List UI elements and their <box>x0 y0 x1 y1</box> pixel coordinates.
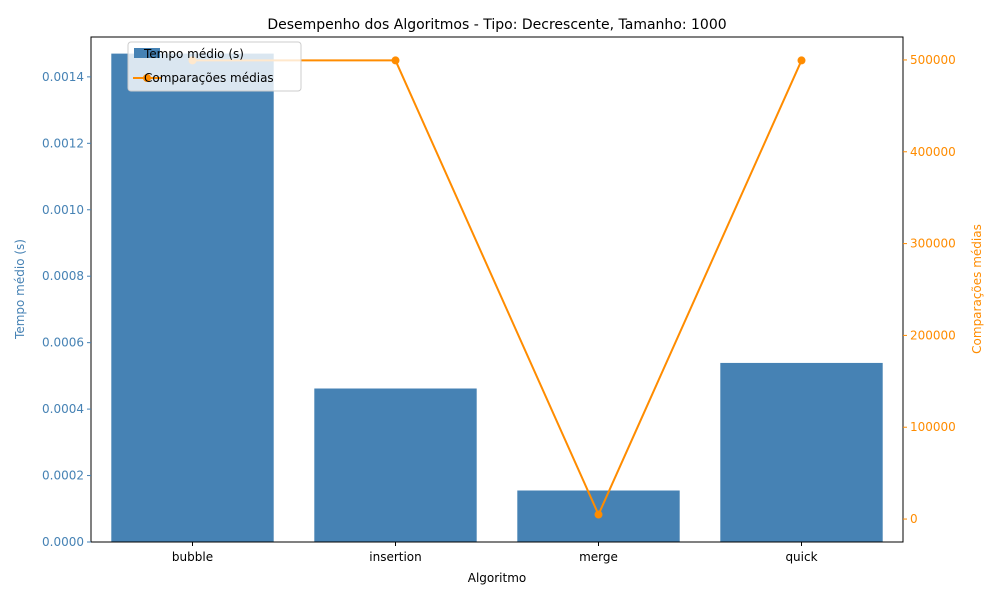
bar-insertion <box>314 388 477 542</box>
legend-box <box>127 41 302 92</box>
bar-quick <box>720 362 883 542</box>
comparisons-point-insertion <box>391 56 400 65</box>
comparisons-point-merge <box>594 510 603 519</box>
x-tick-label-quick: quick <box>785 550 817 564</box>
plot-area <box>111 53 883 542</box>
plot-frame <box>90 36 904 543</box>
right-tick-label: 500000 <box>910 53 956 67</box>
x-tick-label-merge: merge <box>579 550 618 564</box>
left-tick-label: 0.0010 <box>42 203 84 217</box>
left-axis-label: Tempo médio (s) <box>13 239 27 340</box>
legend-line-marker <box>143 74 151 82</box>
legend: Tempo médio (s) Comparações médias <box>127 41 302 92</box>
left-tick-label: 0.0004 <box>42 402 84 416</box>
chart-title: Desempenho dos Algoritmos - Tipo: Decres… <box>267 17 726 33</box>
bar-bubble <box>111 53 274 542</box>
x-tick-label-insertion: insertion <box>369 550 422 564</box>
right-tick-label: 0 <box>910 512 918 526</box>
legend-bar-label: Tempo médio (s) <box>143 47 244 61</box>
left-tick-label: 0.0002 <box>42 469 84 483</box>
right-tick-label: 200000 <box>910 328 956 342</box>
left-tick-label: 0.0014 <box>42 70 84 84</box>
left-tick-label: 0.0006 <box>42 336 84 350</box>
left-tick-label: 0.0000 <box>42 535 84 549</box>
right-axis-label: Comparações médias <box>970 224 984 354</box>
right-tick-label: 100000 <box>910 420 956 434</box>
left-tick-label: 0.0008 <box>42 269 84 283</box>
comparisons-point-quick <box>797 56 806 65</box>
right-tick-label: 300000 <box>910 237 956 251</box>
axes: bubble insertion merge quick 0.0000 0.0002 0.0… <box>42 36 956 564</box>
legend-bar-swatch <box>134 48 160 58</box>
x-axis-label: Algoritmo <box>468 571 527 585</box>
left-tick-label: 0.0012 <box>42 136 84 150</box>
legend-line-label: Comparações médias <box>144 71 274 85</box>
x-tick-label-bubble: bubble <box>172 550 213 564</box>
right-tick-label: 400000 <box>910 145 956 159</box>
